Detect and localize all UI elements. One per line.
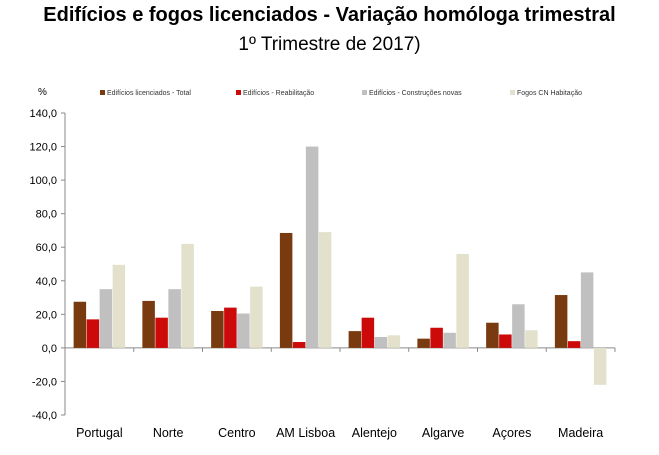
bar [181, 243, 194, 348]
bar [374, 336, 388, 348]
bar [155, 317, 168, 348]
category-label: Alentejo [352, 426, 397, 440]
legend-swatch [362, 90, 367, 95]
y-tick-label: 140,0 [29, 108, 57, 120]
bar [567, 341, 581, 348]
legend-label: Fogos CN Habitação [517, 90, 582, 97]
bar [554, 295, 568, 348]
bar [580, 272, 594, 348]
legend-swatch [100, 90, 105, 95]
bars [73, 146, 607, 385]
category-label: Madeira [558, 426, 603, 440]
bar [348, 331, 362, 348]
axes: 140,0 120,0 100,0 80,0 60,0 40,0 20,0 0,0 -20,0 -… [29, 87, 616, 422]
category-label: Açores [492, 426, 531, 440]
y-tick-label: 120,0 [29, 142, 57, 154]
bar [279, 232, 293, 348]
legend: Edifícios licenciados - Total Edifícios -… [100, 90, 582, 97]
y-axis-unit: % [38, 87, 47, 98]
bar [99, 289, 113, 348]
bar [443, 332, 456, 348]
bar [486, 322, 499, 348]
category-label: Portugal [76, 426, 123, 440]
bar [512, 304, 525, 348]
bar [525, 330, 538, 348]
bar [73, 301, 87, 348]
y-tick-label: 20,0 [36, 309, 57, 321]
y-tick-label: 100,0 [29, 175, 57, 187]
bar [417, 338, 430, 348]
bar [593, 347, 607, 385]
y-tick-label: -40,0 [32, 410, 57, 422]
bar [387, 335, 401, 348]
category-label: Norte [153, 426, 184, 440]
legend-label: Edifícios - Reabilitação [243, 90, 314, 97]
y-tick-label: 80,0 [36, 209, 57, 221]
category-label: Algarve [422, 426, 464, 440]
bar [237, 313, 250, 348]
bar [86, 319, 100, 348]
bar [112, 264, 126, 348]
category-label: Centro [218, 426, 256, 440]
y-tick-label: -20,0 [32, 376, 57, 388]
bar [250, 286, 263, 348]
bar [305, 146, 319, 348]
chart-subtitle: 1º Trimestre de 2017) [238, 34, 421, 55]
bar [361, 317, 375, 348]
bar [142, 300, 155, 348]
bar [456, 253, 469, 348]
chart-title: Edifícios e fogos licenciados - Variação… [43, 4, 616, 26]
bar [211, 310, 224, 348]
category-label: AM Lisboa [276, 426, 335, 440]
bar [224, 307, 237, 348]
y-tick-label: 60,0 [36, 242, 57, 254]
legend-label: Edifícios licenciados - Total [107, 90, 191, 97]
legend-label: Edifícios - Construções novas [369, 90, 462, 97]
bar [499, 334, 512, 348]
legend-swatch [510, 90, 515, 95]
category-labels: Portugal Norte Centro AM Lisboa Alentejo Alga… [76, 426, 603, 440]
bar [292, 342, 306, 348]
legend-swatch [236, 90, 241, 95]
y-tick-label: 0,0 [42, 343, 57, 355]
bar [168, 289, 181, 348]
y-tick-label: 40,0 [36, 276, 57, 288]
bar [430, 327, 443, 348]
bar [318, 232, 332, 348]
